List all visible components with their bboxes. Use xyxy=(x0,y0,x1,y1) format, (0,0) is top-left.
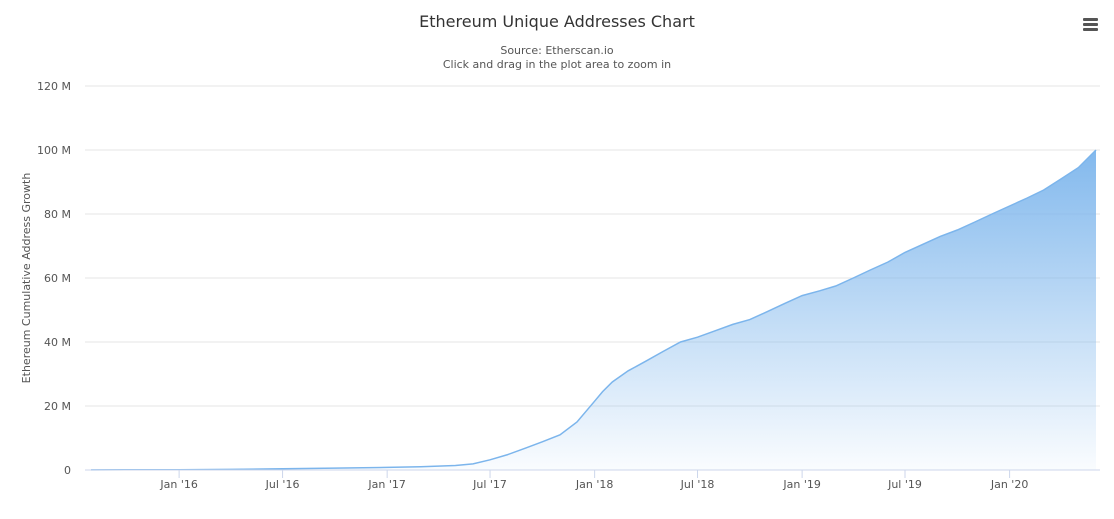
x-tick-label: Jul '18 xyxy=(680,478,715,491)
x-axis: Jan '16 Jul '16 Jan '17 Jul '17 Jan '18 Jul '… xyxy=(85,469,1100,491)
chart-menu-button[interactable] xyxy=(1080,16,1102,38)
x-tick-label: Jan '19 xyxy=(782,478,820,491)
y-axis: 0 20 M 40 M 60 M 80 M 100 M 120 M xyxy=(37,80,71,477)
x-tick-label: Jan '16 xyxy=(159,478,197,491)
y-tick-label: 0 xyxy=(64,464,71,477)
y-tick-label: 60 M xyxy=(44,272,71,285)
hamburger-menu-icon xyxy=(1083,18,1098,21)
chart-title: Ethereum Unique Addresses Chart xyxy=(419,12,695,31)
series-line xyxy=(90,149,1097,471)
hamburger-menu-icon-bar xyxy=(1083,23,1098,26)
chart-source-text: Source: Etherscan.io xyxy=(500,44,614,57)
x-tick-label: Jul '17 xyxy=(472,478,507,491)
y-tick-label: 20 M xyxy=(44,400,71,413)
x-tick-label: Jan '20 xyxy=(990,478,1028,491)
series-area-fill xyxy=(91,150,1096,470)
y-tick-label: 40 M xyxy=(44,336,71,349)
series-layer xyxy=(90,149,1097,471)
x-tick-label: Jul '19 xyxy=(887,478,922,491)
y-axis-title: Ethereum Cumulative Address Growth xyxy=(20,173,33,384)
hamburger-menu-icon-bar xyxy=(1083,28,1098,31)
y-tick-label: 120 M xyxy=(37,80,71,93)
y-tick-label: 80 M xyxy=(44,208,71,221)
x-tick-label: Jan '17 xyxy=(367,478,405,491)
chart-subtitle: Source: Etherscan.io Click and drag in t… xyxy=(0,44,1114,72)
chart-zoom-hint: Click and drag in the plot area to zoom … xyxy=(442,58,672,71)
x-tick-label: Jul '16 xyxy=(265,478,300,491)
y-tick-label: 100 M xyxy=(37,144,71,157)
x-tick-label: Jan '18 xyxy=(575,478,613,491)
